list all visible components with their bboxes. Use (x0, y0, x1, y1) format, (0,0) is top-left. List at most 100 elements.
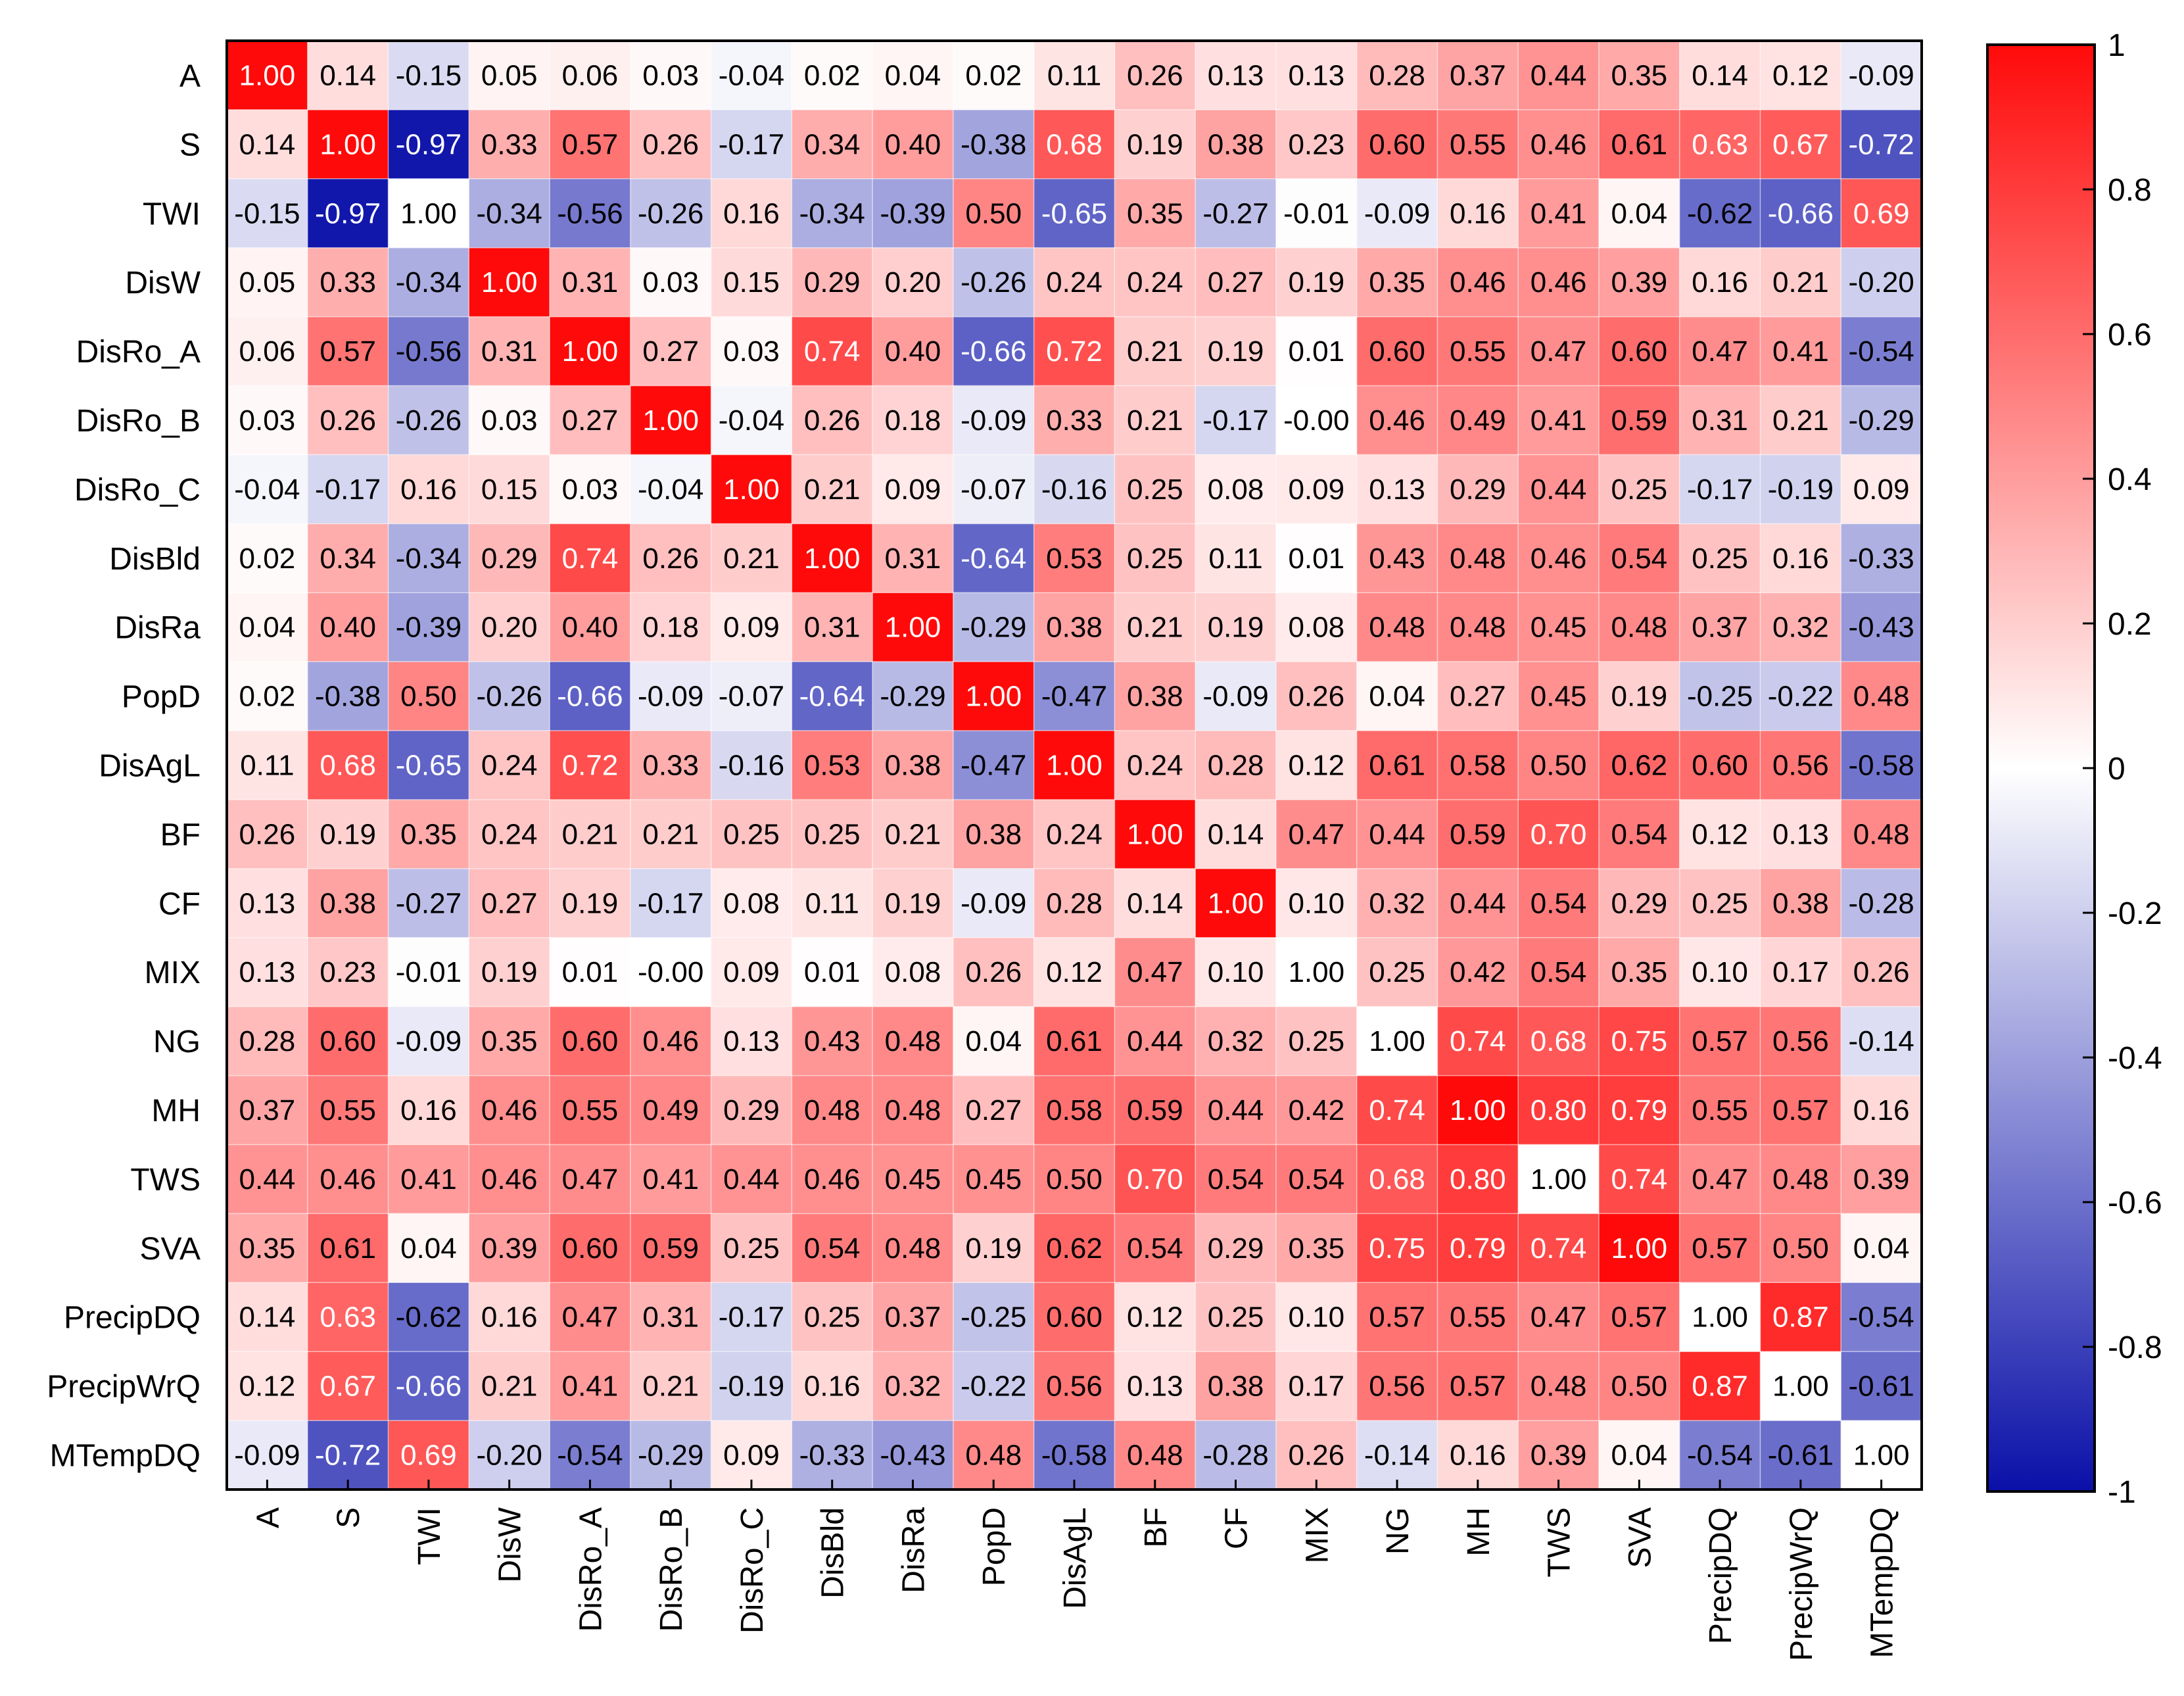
heatmap-cell (1033, 41, 1115, 110)
heatmap-cell (227, 1282, 308, 1352)
cell-value-label: 0.75 (1369, 1232, 1425, 1265)
heatmap-cell (630, 799, 712, 869)
cell-value-label: 0.11 (1047, 59, 1101, 91)
cell-value-label: -0.00 (638, 956, 703, 988)
heatmap-cell (630, 868, 712, 938)
heatmap-cell (1518, 1351, 1600, 1421)
cell-value-label: 0.10 (1288, 1301, 1344, 1334)
cell-value-label: 0.01 (804, 956, 861, 988)
colorbar-tick-label: 0.6 (2108, 318, 2152, 352)
cell-value-label: 0.38 (1127, 681, 1183, 713)
cell-value-label: 0.25 (1611, 473, 1668, 506)
heatmap-cell (1841, 662, 1922, 731)
cell-value-label: -0.56 (396, 335, 462, 368)
heatmap-cell (1841, 1144, 1922, 1214)
heatmap-cell (1275, 731, 1358, 800)
heatmap-cell (307, 178, 389, 249)
heatmap-cell (1437, 1282, 1519, 1352)
cell-value-label: 0.44 (1127, 1025, 1183, 1057)
heatmap-cell (630, 1351, 712, 1421)
heatmap-cell (630, 1420, 712, 1490)
cell-value-label: 0.72 (562, 750, 619, 782)
heatmap-cell (1518, 523, 1600, 593)
cell-value-label: 0.25 (723, 818, 780, 850)
heatmap-cell (1598, 1144, 1680, 1214)
cell-value-label: -0.39 (396, 612, 462, 644)
heatmap-cell (1275, 523, 1358, 593)
heatmap-cell (953, 731, 1035, 800)
cell-value-label: 0.54 (1611, 818, 1668, 850)
heatmap-cell (1437, 731, 1519, 800)
heatmap-cell (1598, 1006, 1680, 1077)
cell-value-label: 0.46 (1531, 266, 1587, 299)
cell-value-label: 0.33 (642, 750, 699, 782)
heatmap-cell (1679, 41, 1761, 110)
heatmap-cell (307, 662, 389, 731)
cell-value-label: 0.27 (562, 404, 619, 437)
heatmap-cell (227, 593, 308, 662)
cell-value-label: 0.08 (723, 887, 780, 919)
heatmap-cell (1598, 1420, 1680, 1490)
cell-value-label: -0.27 (396, 887, 462, 919)
heatmap-cell (1356, 523, 1438, 593)
cell-value-label: -0.72 (1848, 128, 1914, 160)
cell-value-label: 0.87 (1692, 1370, 1748, 1403)
cell-value-label: 0.25 (1692, 887, 1748, 919)
cell-value-label: 0.21 (562, 818, 619, 850)
cell-value-label: 0.49 (1450, 404, 1506, 437)
cell-value-label: 0.26 (1288, 681, 1344, 713)
cell-value-label: 0.21 (481, 1370, 538, 1403)
heatmap-cell (388, 799, 469, 869)
cell-value-label: 0.28 (1369, 59, 1425, 91)
cell-value-label: 0.04 (1369, 681, 1425, 713)
column-label: PopD (977, 1507, 1012, 1586)
cell-value-label: -0.54 (557, 1440, 623, 1472)
heatmap-cell (307, 109, 389, 180)
heatmap-cell (227, 316, 308, 387)
cell-value-label: 0.54 (1531, 956, 1587, 988)
heatmap-cell (1275, 1282, 1358, 1352)
heatmap-cell (1275, 1420, 1358, 1490)
cell-value-label: 0.16 (1772, 543, 1829, 575)
heatmap-cell (1437, 178, 1519, 249)
heatmap-cell (227, 523, 308, 593)
cell-value-label: -0.19 (1768, 473, 1834, 506)
cell-value-label: 0.02 (965, 59, 1022, 91)
cell-value-label: 1.00 (239, 59, 296, 91)
heatmap-cell (1760, 178, 1841, 249)
cell-value-label: -0.22 (961, 1370, 1026, 1403)
cell-value-label: 0.39 (1853, 1163, 1910, 1196)
heatmap-cell (1275, 247, 1358, 318)
heatmap-cell (227, 109, 308, 180)
cell-value-label: 0.48 (885, 1094, 941, 1127)
cell-value-label: -0.19 (719, 1370, 784, 1403)
cell-value-label: 0.18 (642, 612, 699, 644)
row-label: S (179, 128, 201, 162)
heatmap-cell (227, 1213, 308, 1283)
cell-value-label: 0.40 (562, 612, 619, 644)
heatmap-cell (953, 41, 1035, 110)
cell-value-label: 0.04 (239, 612, 296, 644)
cell-value-label: 0.47 (562, 1301, 619, 1334)
column-label: A (250, 1507, 285, 1528)
cell-value-label: 0.19 (1611, 681, 1668, 713)
heatmap-cell (1518, 1075, 1600, 1146)
cell-value-label: 0.12 (1692, 818, 1748, 850)
heatmap-cell (711, 454, 792, 524)
heatmap-cell (550, 593, 631, 662)
cell-value-label: 1.00 (320, 128, 376, 160)
heatmap-cell (307, 937, 389, 1007)
cell-value-label: -0.47 (1041, 681, 1107, 713)
heatmap-cell (1195, 731, 1277, 800)
heatmap-cell (388, 523, 469, 593)
heatmap-cell (550, 523, 631, 593)
cell-value-label: 0.57 (1450, 1370, 1506, 1403)
cell-value-label: 0.54 (1208, 1163, 1264, 1196)
cell-value-label: 0.48 (1853, 818, 1910, 850)
heatmap-cell (1679, 1075, 1761, 1146)
cell-value-label: 0.60 (1692, 750, 1748, 782)
cell-value-label: 0.21 (723, 543, 780, 575)
heatmap-cell (792, 385, 873, 456)
heatmap-cell (792, 799, 873, 869)
cell-value-label: 0.34 (320, 543, 376, 575)
